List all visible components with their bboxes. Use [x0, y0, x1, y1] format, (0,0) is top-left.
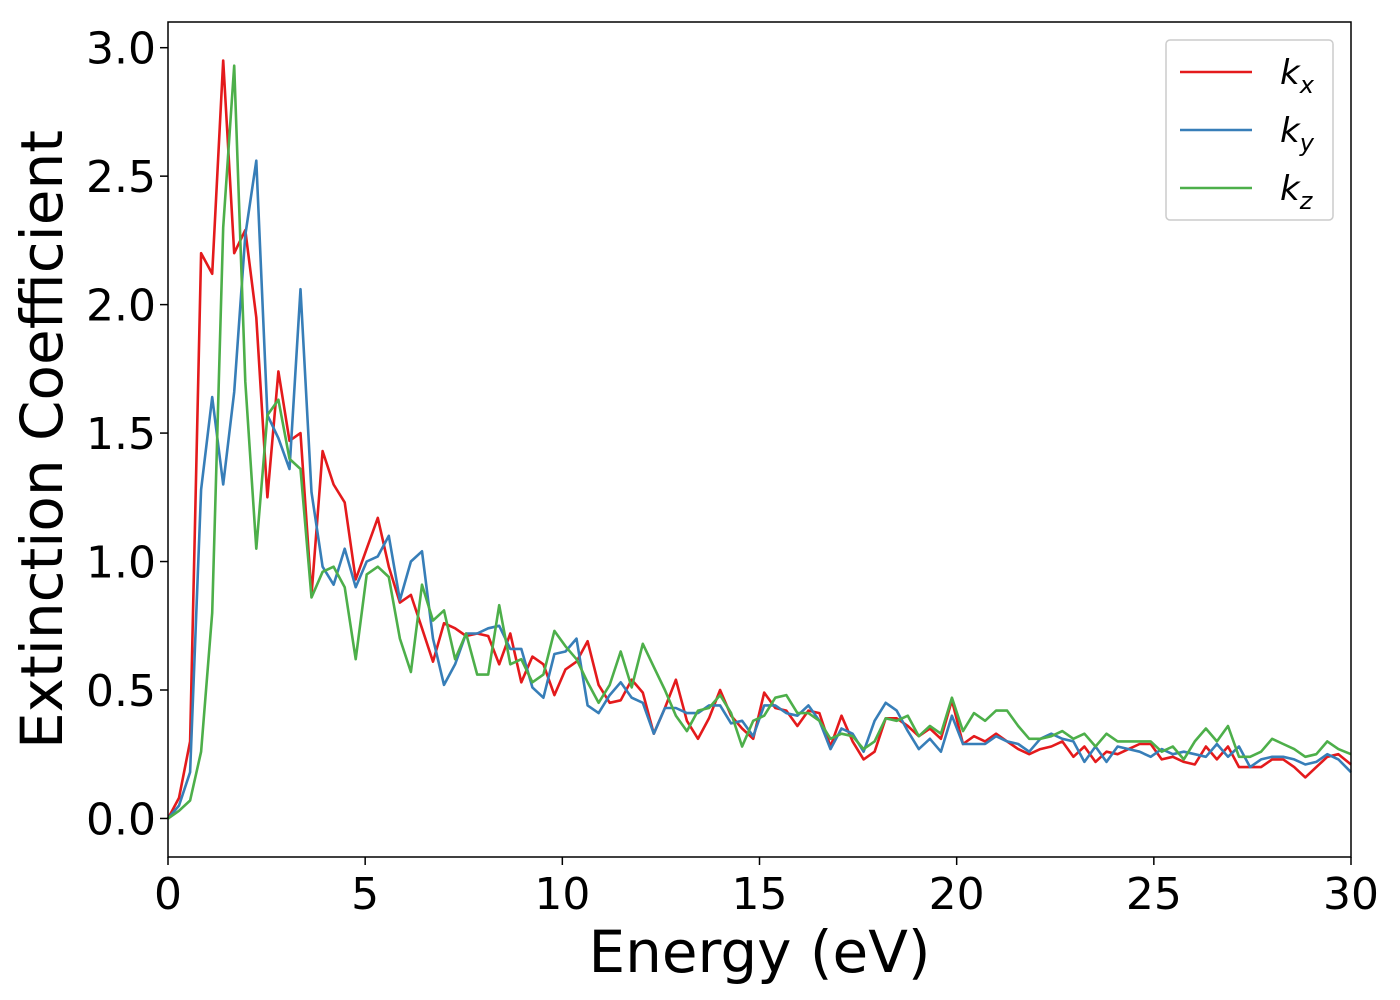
series-line-ky	[167, 159, 1352, 820]
x-axis-label: Energy (eV)	[588, 918, 930, 986]
series-line-kz	[167, 64, 1352, 820]
x-axis: 0 5 10 15 20 25 30	[154, 857, 1379, 920]
y-tick-label: 3.0	[86, 24, 156, 75]
x-tick-label: 20	[929, 869, 985, 920]
y-axis: 0.0 0.5 1.0 1.5 2.0 2.5 3.0	[86, 24, 168, 845]
x-tick-label: 25	[1126, 869, 1182, 920]
x-tick-label: 5	[351, 869, 379, 920]
legend-label: kz	[1280, 169, 1314, 215]
legend-label: ky	[1280, 111, 1315, 157]
legend-label: kx	[1280, 53, 1315, 99]
y-tick-label: 0.5	[86, 666, 156, 717]
y-tick-label: 0.0	[86, 794, 156, 845]
y-axis-label: Extinction Coefficient	[8, 130, 76, 749]
y-tick-label: 2.0	[86, 281, 156, 332]
x-tick-label: 10	[534, 869, 590, 920]
x-tick-label: 0	[154, 869, 182, 920]
series-layer	[166, 59, 1352, 820]
y-tick-label: 1.0	[86, 538, 156, 589]
legend: kx ky kz	[1165, 39, 1334, 221]
series-line-kx	[166, 59, 1352, 820]
x-tick-label: 15	[732, 869, 788, 920]
x-tick-label: 30	[1323, 869, 1379, 920]
y-tick-label: 1.5	[86, 409, 156, 460]
y-tick-label: 2.5	[86, 152, 156, 203]
